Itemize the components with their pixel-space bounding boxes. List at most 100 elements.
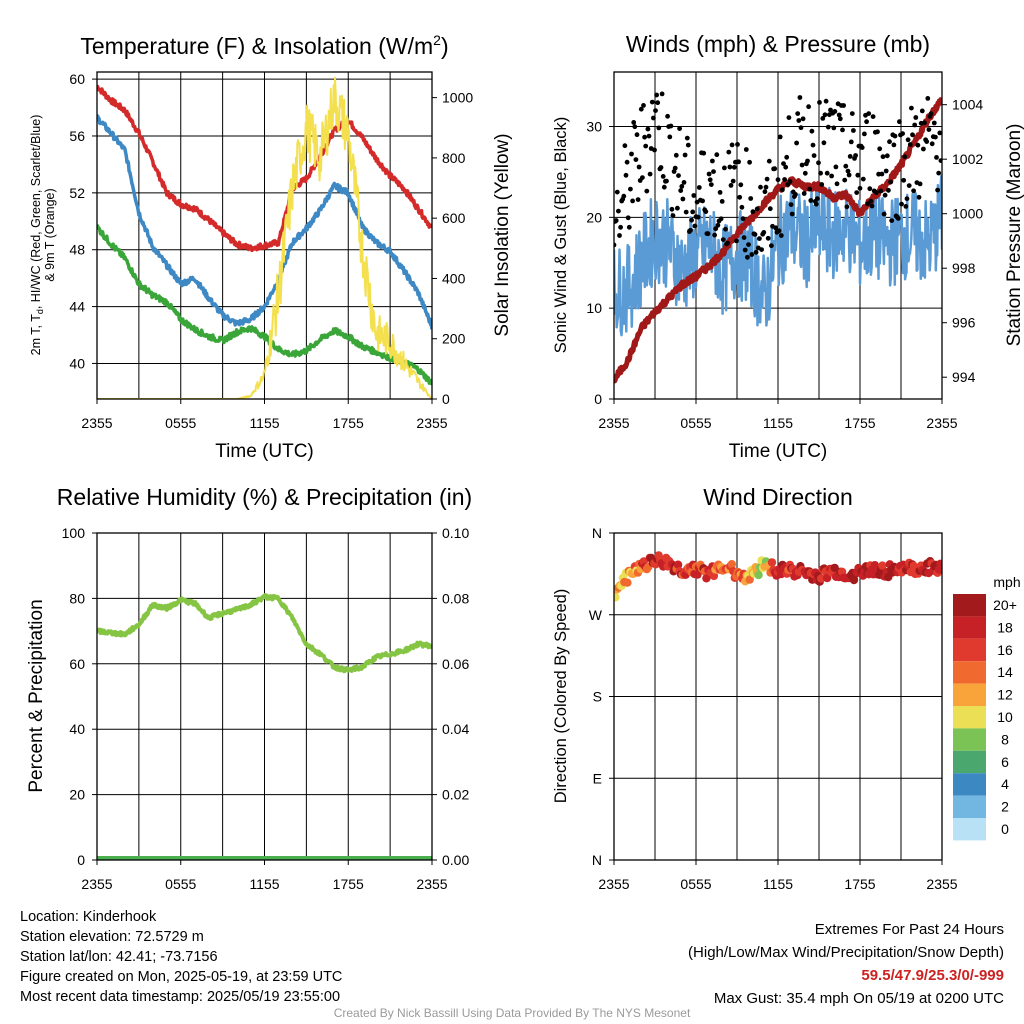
recent-timestamp: Most recent data timestamp: 2025/05/19 2… <box>20 989 341 1005</box>
gust-point <box>917 181 923 187</box>
plot-frame <box>96 532 433 861</box>
gust-point <box>782 177 787 182</box>
gust-point <box>680 196 686 202</box>
gust-point <box>715 222 721 228</box>
gust-point <box>851 128 856 133</box>
gust-point <box>937 130 942 136</box>
gust-point <box>836 112 842 118</box>
x-tick-label: 2355 <box>598 415 629 431</box>
gust-point <box>623 172 629 178</box>
gust-point <box>813 201 819 207</box>
gust-point <box>658 165 664 170</box>
legend-swatch <box>953 818 986 841</box>
data-layer <box>614 91 942 384</box>
direction-point <box>727 560 736 569</box>
gust-point <box>829 173 834 179</box>
station-location: Location: Kinderhook <box>20 909 157 925</box>
gust-point <box>833 164 839 170</box>
station-latlon: Station lat/lon: 42.41; -73.7156 <box>20 949 218 965</box>
y-axis-label: Direction (Colored By Speed) <box>552 589 570 804</box>
gust-point <box>880 154 886 160</box>
gust-point <box>900 131 905 137</box>
gust-point <box>848 139 854 145</box>
gust-point <box>713 226 719 232</box>
gust-point <box>808 198 814 203</box>
gust-point <box>736 159 741 165</box>
gust-point <box>758 184 763 190</box>
gust-point <box>844 204 850 210</box>
y-tick-label: W <box>589 607 603 623</box>
legend-label: 20+ <box>993 597 1017 613</box>
gust-point <box>903 204 909 209</box>
gust-point <box>754 206 760 212</box>
gust-point <box>906 183 912 189</box>
y-axis-label: 2m T, Td, HI/WC (Red, Green, Scarlet/Blu… <box>29 115 45 356</box>
gust-point <box>735 142 740 147</box>
gust-point <box>842 177 848 183</box>
direction-point <box>817 574 826 583</box>
x-tick-label: 0555 <box>680 876 711 892</box>
gust-point <box>883 168 889 174</box>
series-line-2 <box>97 114 432 330</box>
gust-point <box>922 120 927 126</box>
y2-tick-label: 0.10 <box>442 525 469 541</box>
gust-point <box>628 186 633 192</box>
panel-1: Temperature (F) & Insolation (W/m2) 40 44 4… <box>29 32 513 462</box>
y2-tick-label: 0.04 <box>442 721 469 737</box>
gust-point <box>869 203 875 209</box>
y2-tick-label: 0.02 <box>442 787 469 803</box>
figure-created: Figure created on Mon, 2025-05-19, at 23… <box>20 969 343 985</box>
gust-point <box>875 129 880 135</box>
gust-point <box>877 146 883 152</box>
gust-point <box>649 99 655 105</box>
y2-tick-label: 1004 <box>952 97 983 113</box>
gust-point <box>777 134 783 140</box>
panel-title: Temperature (F) & Insolation (W/m2) <box>80 32 448 59</box>
gust-point <box>681 180 687 185</box>
y2-tick-label: 1000 <box>952 206 983 222</box>
panel-2: Winds (mph) & Pressure (mb) 0 10 20 30 994 996… <box>552 31 1024 462</box>
y-tick-label: 52 <box>69 185 85 201</box>
gust-point <box>765 235 771 241</box>
gust-point <box>899 201 904 207</box>
legend-title: mph <box>993 574 1020 590</box>
x-tick-label: 1755 <box>333 876 364 892</box>
gust-point <box>775 177 781 183</box>
gust-point <box>837 116 843 122</box>
gust-point <box>904 196 910 202</box>
gust-point <box>665 113 670 119</box>
plot-frame <box>613 71 943 400</box>
gust-point <box>746 242 751 248</box>
gust-point <box>675 205 680 211</box>
gust-point <box>928 111 934 116</box>
x-tick-label: 2355 <box>81 415 112 431</box>
gust-point <box>794 140 799 146</box>
x-tick-label: 0555 <box>165 415 196 431</box>
gust-point <box>846 172 852 178</box>
gust-point <box>796 118 802 123</box>
gust-point <box>654 92 659 98</box>
y-tick-label: S <box>593 689 602 705</box>
gust-point <box>638 106 644 112</box>
gust-point <box>616 208 621 214</box>
gust-point <box>764 176 770 182</box>
gust-point <box>668 123 674 129</box>
gust-point <box>748 196 754 201</box>
gust-point <box>741 235 747 241</box>
gust-point <box>801 191 807 196</box>
gust-point <box>722 165 727 171</box>
plot-frame <box>96 71 433 400</box>
y-tick-label: 30 <box>586 119 602 135</box>
x-tick-label: 2355 <box>598 876 629 892</box>
x-axis-label: Time (UTC) <box>729 441 828 462</box>
gust-point <box>916 194 922 200</box>
gust-point <box>776 228 782 234</box>
x-tick-label: 0555 <box>165 876 196 892</box>
legend-swatch <box>953 661 986 684</box>
direction-point <box>709 571 719 581</box>
panel-title: Winds (mph) & Pressure (mb) <box>626 31 930 57</box>
y2-tick-label: 0.08 <box>442 590 469 606</box>
gust-point <box>707 177 713 183</box>
gust-point <box>614 189 620 195</box>
gust-point <box>854 190 860 196</box>
